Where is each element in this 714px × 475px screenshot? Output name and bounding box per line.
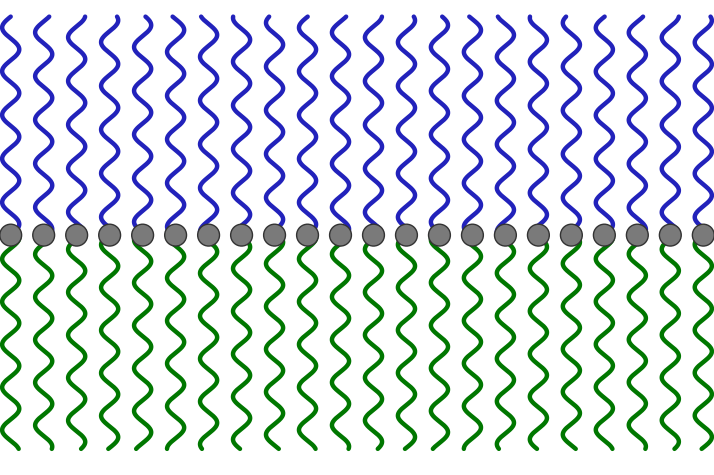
Ellipse shape: [330, 224, 351, 246]
Ellipse shape: [66, 224, 88, 246]
Ellipse shape: [660, 224, 681, 246]
Ellipse shape: [263, 224, 286, 246]
Ellipse shape: [131, 224, 154, 246]
Ellipse shape: [0, 224, 21, 246]
Ellipse shape: [363, 224, 384, 246]
Ellipse shape: [428, 224, 451, 246]
Ellipse shape: [528, 224, 549, 246]
Ellipse shape: [198, 224, 219, 246]
Ellipse shape: [165, 224, 186, 246]
Ellipse shape: [296, 224, 318, 246]
Ellipse shape: [33, 224, 54, 246]
Ellipse shape: [693, 224, 714, 246]
Ellipse shape: [231, 224, 253, 246]
Ellipse shape: [495, 224, 516, 246]
Ellipse shape: [99, 224, 121, 246]
Ellipse shape: [626, 224, 648, 246]
Ellipse shape: [396, 224, 418, 246]
Ellipse shape: [461, 224, 483, 246]
Ellipse shape: [593, 224, 615, 246]
Ellipse shape: [560, 224, 583, 246]
